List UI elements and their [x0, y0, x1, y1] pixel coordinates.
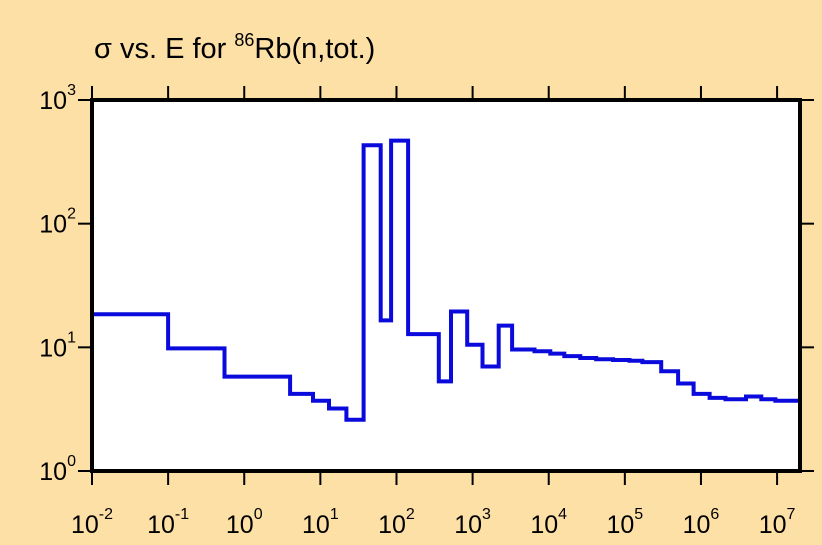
x-tick-label-2: 100 [226, 506, 263, 539]
y-tick-label-3: 103 [39, 82, 76, 115]
plot-area [92, 100, 800, 471]
title-reaction: Rb(n,tot.) [254, 33, 375, 65]
chart-title: σ vs. E for 86Rb(n,tot.) [94, 30, 375, 65]
plot-frame [90, 98, 802, 473]
x-tick-label-4: 102 [378, 506, 415, 539]
axis-tick-labels: 10-2 10-1 100 101 102 103 104 105 106 107 100 101 10… [39, 82, 795, 539]
series-layer [90, 138, 802, 471]
x-tick-label-9: 107 [759, 506, 796, 539]
x-tick-label-1: 10-1 [147, 506, 189, 539]
title-prefix: σ vs. E for [94, 33, 234, 65]
x-tick-label-8: 106 [683, 506, 720, 539]
y-tick-label-0: 100 [39, 453, 76, 486]
title-isotope-mass: 86 [234, 30, 254, 50]
x-tick-label-0: 10-2 [71, 506, 113, 539]
x-tick-label-7: 105 [606, 506, 643, 539]
axis-ticks [78, 86, 814, 485]
y-tick-label-2: 102 [39, 206, 76, 239]
y-tick-label-1: 101 [39, 329, 76, 362]
x-tick-label-3: 101 [302, 506, 339, 539]
x-tick-label-6: 104 [530, 506, 567, 539]
x-tick-label-5: 103 [454, 506, 491, 539]
series-line-0 [90, 138, 802, 471]
